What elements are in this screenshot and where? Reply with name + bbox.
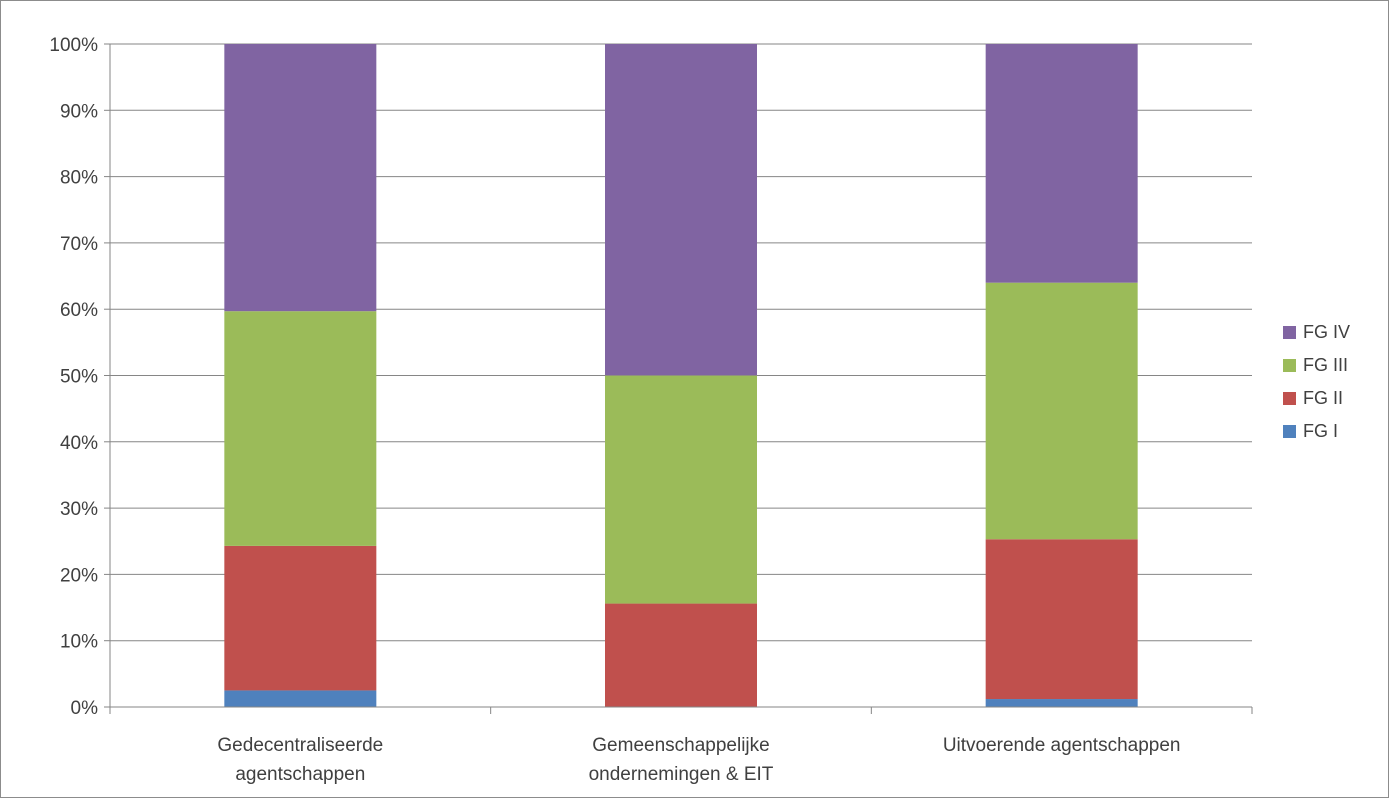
y-tick-label: 100% — [49, 35, 98, 56]
bar-segment-fg-ii — [224, 545, 377, 691]
y-tick-label: 20% — [60, 565, 98, 586]
bar-segment-fg-iii — [985, 282, 1138, 540]
y-tick-label: 80% — [60, 168, 98, 189]
y-tick-label: 90% — [60, 101, 98, 122]
x-category-label: Gemeenschappelijke — [592, 735, 769, 756]
legend-swatch-fg-ii — [1283, 392, 1296, 405]
bar-segment-fg-i — [985, 699, 1138, 707]
bars — [224, 44, 1138, 707]
bar-segment-fg-i — [224, 690, 377, 707]
x-category-label: agentschappen — [235, 764, 365, 785]
y-tick-label: 50% — [60, 367, 98, 388]
bar-segment-fg-iii — [224, 311, 377, 546]
legend-label-fg-ii: FG II — [1303, 388, 1343, 408]
legend-label-fg-i: FG I — [1303, 421, 1338, 441]
bar-segment-fg-ii — [605, 603, 757, 707]
legend-label-fg-iii: FG III — [1303, 355, 1348, 375]
axes — [104, 43, 1253, 714]
y-tick-label: 10% — [60, 632, 98, 653]
y-tick-label: 30% — [60, 499, 98, 520]
y-tick-label: 60% — [60, 300, 98, 321]
legend: FG IV FG III FG II FG I — [1283, 322, 1350, 441]
bar-segment-fg-ii — [985, 539, 1138, 700]
x-category-labels: Gedecentraliseerde agentschappen Gemeensch… — [217, 735, 1180, 785]
x-category-label: ondernemingen & EIT — [589, 764, 774, 785]
legend-label-fg-iv: FG IV — [1303, 322, 1350, 342]
y-tick-label: 70% — [60, 234, 98, 255]
legend-swatch-fg-i — [1283, 425, 1296, 438]
bar-segment-fg-iv — [605, 44, 757, 376]
bar-segment-fg-iii — [605, 375, 757, 604]
x-category-label: Uitvoerende agentschappen — [943, 735, 1181, 756]
bar-segment-fg-iv — [985, 44, 1138, 283]
bar-segment-fg-iv — [224, 44, 377, 312]
y-tick-label: 0% — [71, 698, 99, 719]
y-tick-label: 40% — [60, 433, 98, 454]
legend-swatch-fg-iv — [1283, 326, 1296, 339]
legend-swatch-fg-iii — [1283, 359, 1296, 372]
x-category-label: Gedecentraliseerde — [217, 735, 383, 756]
y-tick-labels: 0% 10% 20% 30% 40% 50% 60% 70% 80% 90% 100% — [49, 35, 98, 719]
